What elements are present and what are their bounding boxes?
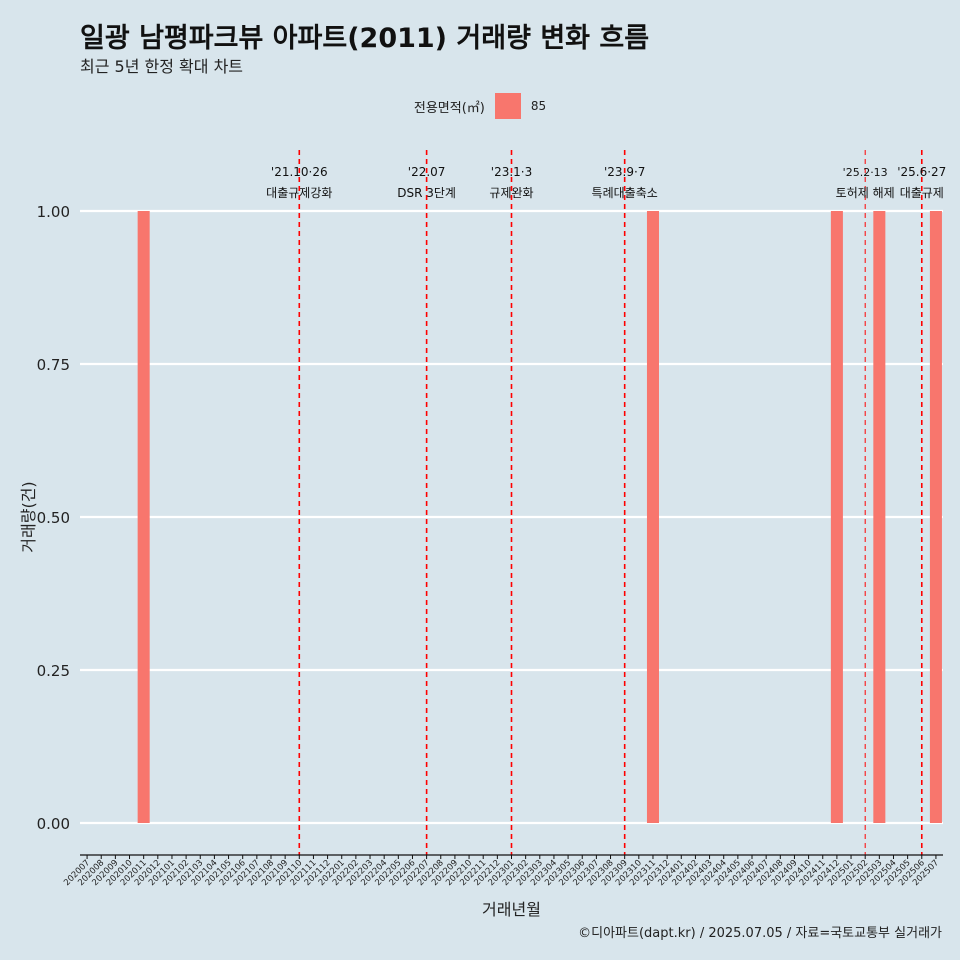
y-tick-label: 0.75 — [37, 356, 70, 374]
legend-label-85: 85 — [530, 99, 547, 113]
event-date-label: '21.10·26 — [271, 165, 328, 179]
event-name-label: 대출규제 — [900, 186, 944, 200]
bar — [929, 211, 942, 823]
legend-title: 전용면적(㎡) — [413, 100, 485, 116]
event-name-label: 특례대출축소 — [592, 186, 658, 200]
event-date-label: '22.07 — [408, 165, 446, 179]
bar — [137, 211, 150, 823]
legend-swatch-85 — [494, 93, 521, 119]
chart-subtitle: 최근 5년 한정 확대 차트 — [80, 57, 244, 76]
event-name-label: 규제완화 — [489, 186, 533, 200]
event-name-label: 대출규제강화 — [266, 186, 332, 200]
bar — [873, 211, 886, 823]
chart-title: 일광 남평파크뷰 아파트(2011) 거래량 변화 흐름 — [80, 23, 650, 54]
y-tick-label: 0.50 — [37, 509, 70, 527]
y-axis-title: 거래량(건) — [19, 481, 38, 552]
y-tick-label: 1.00 — [37, 203, 70, 221]
event-date-label: '25.2·13 — [843, 166, 888, 179]
x-axis-title: 거래년월 — [482, 900, 541, 919]
source-caption: ©디아파트(dapt.kr) / 2025.07.05 / 자료=국토교통부 실… — [578, 926, 942, 941]
legend: 전용면적(㎡) 85 — [0, 93, 960, 119]
y-tick-label: 0.25 — [37, 662, 70, 680]
bar — [646, 211, 659, 823]
y-tick-label: 0.00 — [37, 815, 70, 833]
event-date-label: '23.1·3 — [491, 165, 532, 179]
event-date-label: '25.6·27 — [897, 165, 946, 179]
bar — [830, 211, 843, 823]
event-name-label: 토허제 해제 — [836, 186, 895, 200]
event-name-label: DSR 3단계 — [397, 186, 456, 200]
event-date-label: '23.9·7 — [604, 165, 645, 179]
